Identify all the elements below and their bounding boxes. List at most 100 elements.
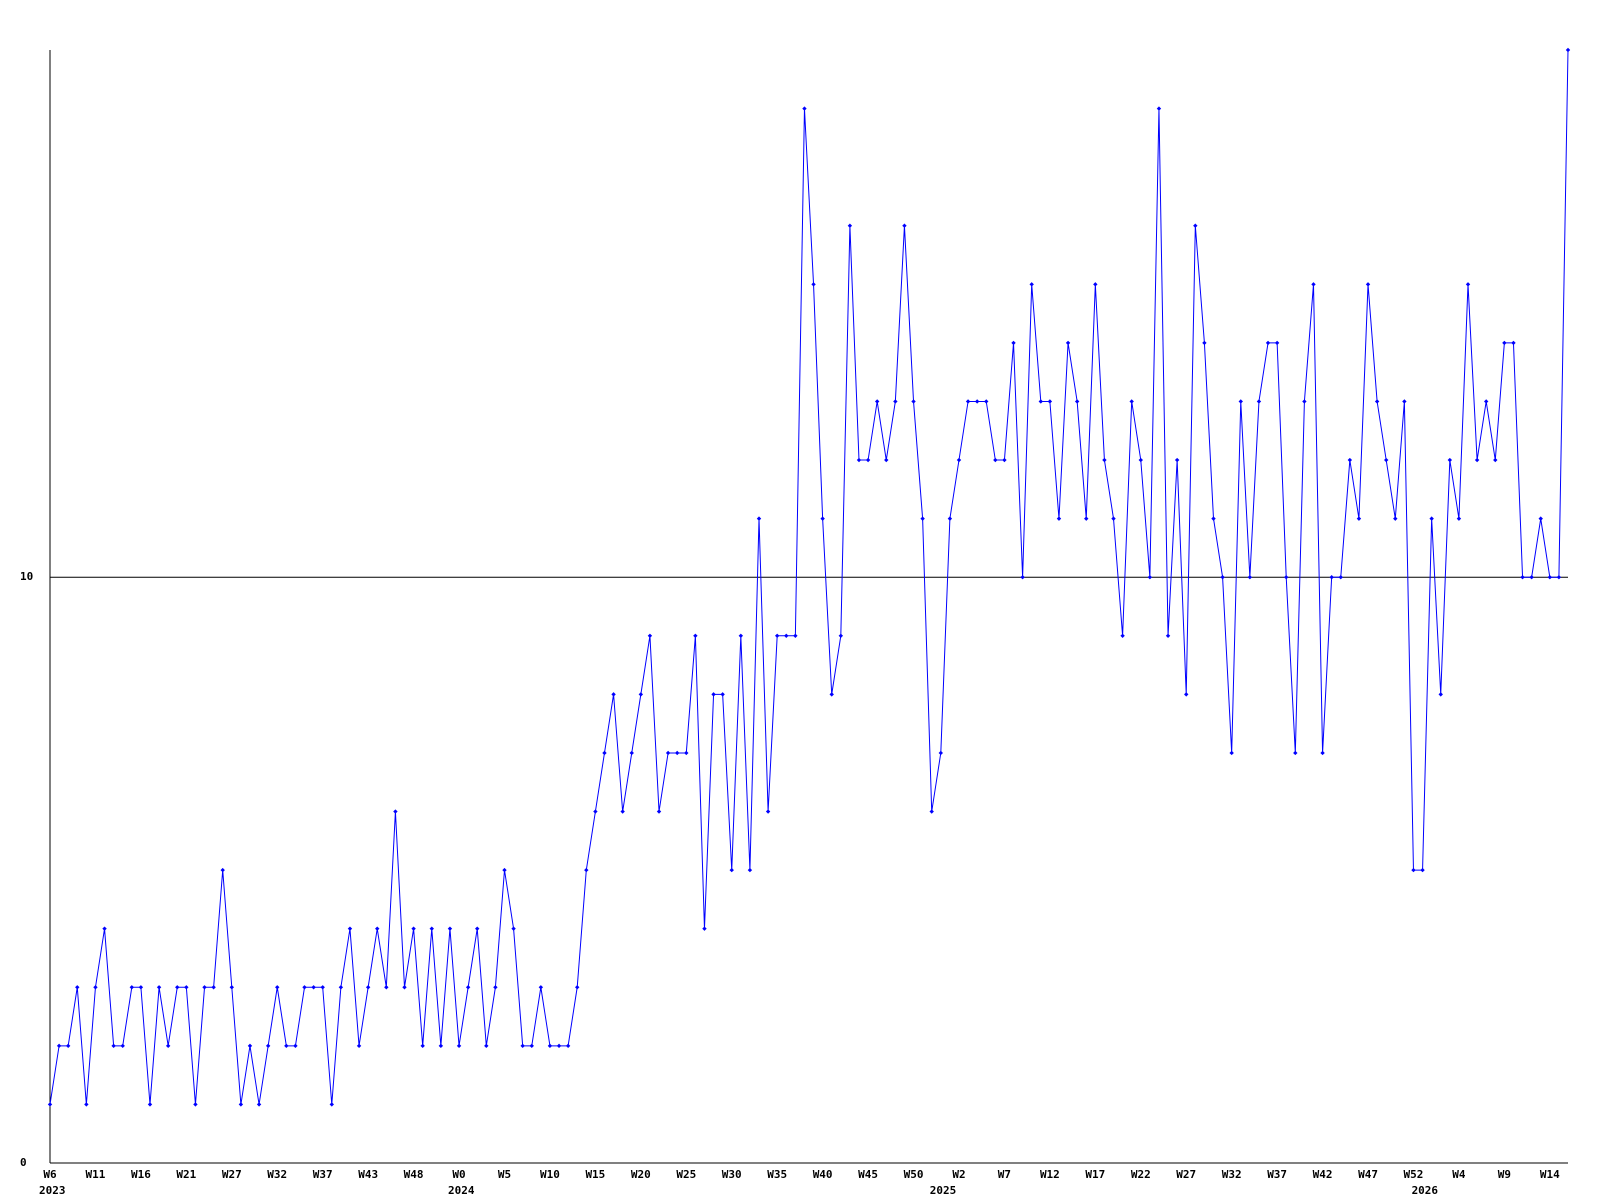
marker: [493, 985, 498, 990]
x-tick-label: W32: [267, 1168, 287, 1181]
marker: [229, 985, 234, 990]
marker: [111, 1043, 116, 1049]
marker: [1238, 399, 1243, 404]
marker: [175, 985, 180, 990]
x-tick-label: W43: [358, 1168, 378, 1181]
marker: [1520, 575, 1525, 580]
x-tick-label: W4: [1452, 1168, 1466, 1181]
marker: [611, 692, 616, 697]
marker: [738, 633, 744, 638]
marker: [1556, 575, 1562, 580]
x-tick-label: W25: [676, 1168, 696, 1181]
marker: [1229, 750, 1234, 756]
marker: [1020, 575, 1025, 580]
marker: [102, 926, 107, 931]
marker: [75, 985, 80, 990]
marker: [202, 985, 207, 990]
x-tick-label: W40: [813, 1168, 833, 1181]
x-tick-label: W7: [998, 1168, 1011, 1181]
marker: [120, 1043, 125, 1049]
marker: [1302, 399, 1307, 404]
x-tick-label: W5: [498, 1168, 511, 1181]
marker: [1184, 692, 1189, 697]
marker: [620, 809, 625, 814]
marker: [1347, 457, 1353, 463]
marker: [1065, 340, 1071, 346]
marker: [1365, 282, 1371, 287]
x-tick-label: W42: [1313, 1168, 1333, 1181]
marker: [1429, 516, 1434, 521]
marker: [1056, 516, 1062, 521]
marker: [1256, 399, 1262, 404]
marker: [184, 985, 189, 990]
marker: [856, 457, 862, 463]
y-tick-label: 10: [20, 570, 33, 583]
x-tick-label: W32: [1222, 1168, 1242, 1181]
marker: [575, 985, 580, 990]
marker: [956, 457, 962, 463]
marker: [429, 926, 434, 931]
marker: [1247, 575, 1253, 580]
marker: [702, 926, 707, 931]
marker: [1438, 692, 1443, 697]
marker: [1274, 340, 1280, 346]
x-tick-label: W37: [313, 1168, 333, 1181]
marker: [1074, 399, 1080, 404]
marker: [1202, 340, 1207, 346]
x-tick-label: W47: [1358, 1168, 1378, 1181]
marker: [865, 457, 871, 463]
marker: [965, 399, 971, 404]
marker: [1220, 575, 1225, 580]
marker: [520, 1043, 525, 1049]
marker: [1193, 223, 1198, 228]
marker: [1420, 867, 1425, 873]
marker: [302, 985, 307, 990]
marker: [1311, 282, 1316, 287]
marker: [1356, 516, 1362, 521]
marker: [747, 867, 753, 873]
marker: [1211, 516, 1216, 521]
marker: [1111, 516, 1116, 521]
marker: [220, 867, 225, 873]
marker: [438, 1043, 444, 1049]
x-tick-label: W20: [631, 1168, 651, 1181]
marker: [1511, 340, 1516, 346]
marker: [938, 750, 944, 756]
marker: [529, 1043, 534, 1049]
marker: [629, 750, 634, 756]
marker: [720, 692, 725, 697]
x-tick-label: W27: [222, 1168, 242, 1181]
marker: [484, 1043, 489, 1049]
marker: [993, 457, 998, 463]
marker: [420, 1043, 425, 1049]
marker: [447, 926, 453, 931]
marker: [1265, 340, 1271, 346]
marker: [275, 985, 280, 990]
marker: [920, 516, 925, 521]
marker: [284, 1043, 289, 1049]
x-tick-label: W6: [43, 1168, 57, 1181]
x-tick-label: W16: [131, 1168, 151, 1181]
marker: [1002, 457, 1007, 463]
marker: [947, 516, 953, 521]
marker: [874, 399, 880, 404]
marker: [538, 985, 544, 990]
x-tick-label: W50: [904, 1168, 924, 1181]
marker: [1529, 575, 1534, 580]
marker: [393, 809, 398, 814]
marker: [1320, 750, 1325, 756]
marker: [602, 750, 607, 756]
marker: [665, 750, 671, 756]
marker: [1138, 457, 1143, 463]
marker: [311, 985, 316, 990]
marker: [1338, 575, 1343, 580]
marker: [265, 1043, 271, 1049]
marker: [693, 633, 698, 638]
marker: [1284, 575, 1289, 580]
line: [49, 49, 1569, 1105]
marker: [984, 399, 989, 404]
x-tick-label: W37: [1267, 1168, 1287, 1181]
marker: [47, 1102, 53, 1107]
marker: [647, 633, 653, 638]
